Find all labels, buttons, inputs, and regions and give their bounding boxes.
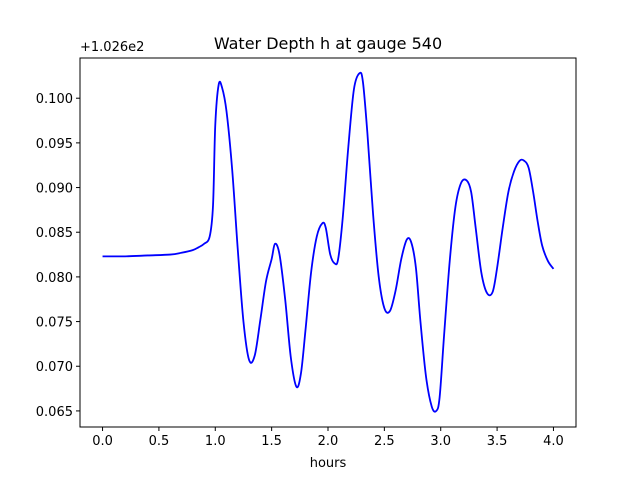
y-tick-label: 0.100 xyxy=(36,92,73,107)
x-axis-label: hours xyxy=(310,456,347,471)
y-tick-label: 0.095 xyxy=(36,137,73,152)
y-axis: 0.065 0.070 0.075 0.080 0.085 0.090 0.095 0.100 xyxy=(36,92,80,420)
y-tick-label: 0.070 xyxy=(36,360,73,375)
y-tick-label: 0.065 xyxy=(36,405,73,420)
y-tick-label: 0.090 xyxy=(36,182,73,197)
y-tick-label: 0.080 xyxy=(36,271,73,286)
x-tick-label: 2.5 xyxy=(374,434,395,449)
chart-title: Water Depth h at gauge 540 xyxy=(214,34,442,53)
x-tick-label: 3.0 xyxy=(430,434,451,449)
x-tick-label: 0.5 xyxy=(149,434,170,449)
x-tick-label: 4.0 xyxy=(543,434,564,449)
x-tick-label: 1.5 xyxy=(261,434,282,449)
x-tick-label: 0.0 xyxy=(92,434,113,449)
x-axis: 0.0 0.5 1.0 1.5 2.0 2.5 3.0 3.5 4.0 xyxy=(92,427,564,449)
x-tick-label: 3.5 xyxy=(487,434,508,449)
y-tick-label: 0.075 xyxy=(36,316,73,331)
series-line-0 xyxy=(102,71,555,413)
plot-area xyxy=(102,71,555,413)
x-tick-label: 2.0 xyxy=(318,434,339,449)
y-axis-offset-label: +1.026e2 xyxy=(80,40,144,55)
y-tick-label: 0.085 xyxy=(36,226,73,241)
x-tick-label: 1.0 xyxy=(205,434,226,449)
